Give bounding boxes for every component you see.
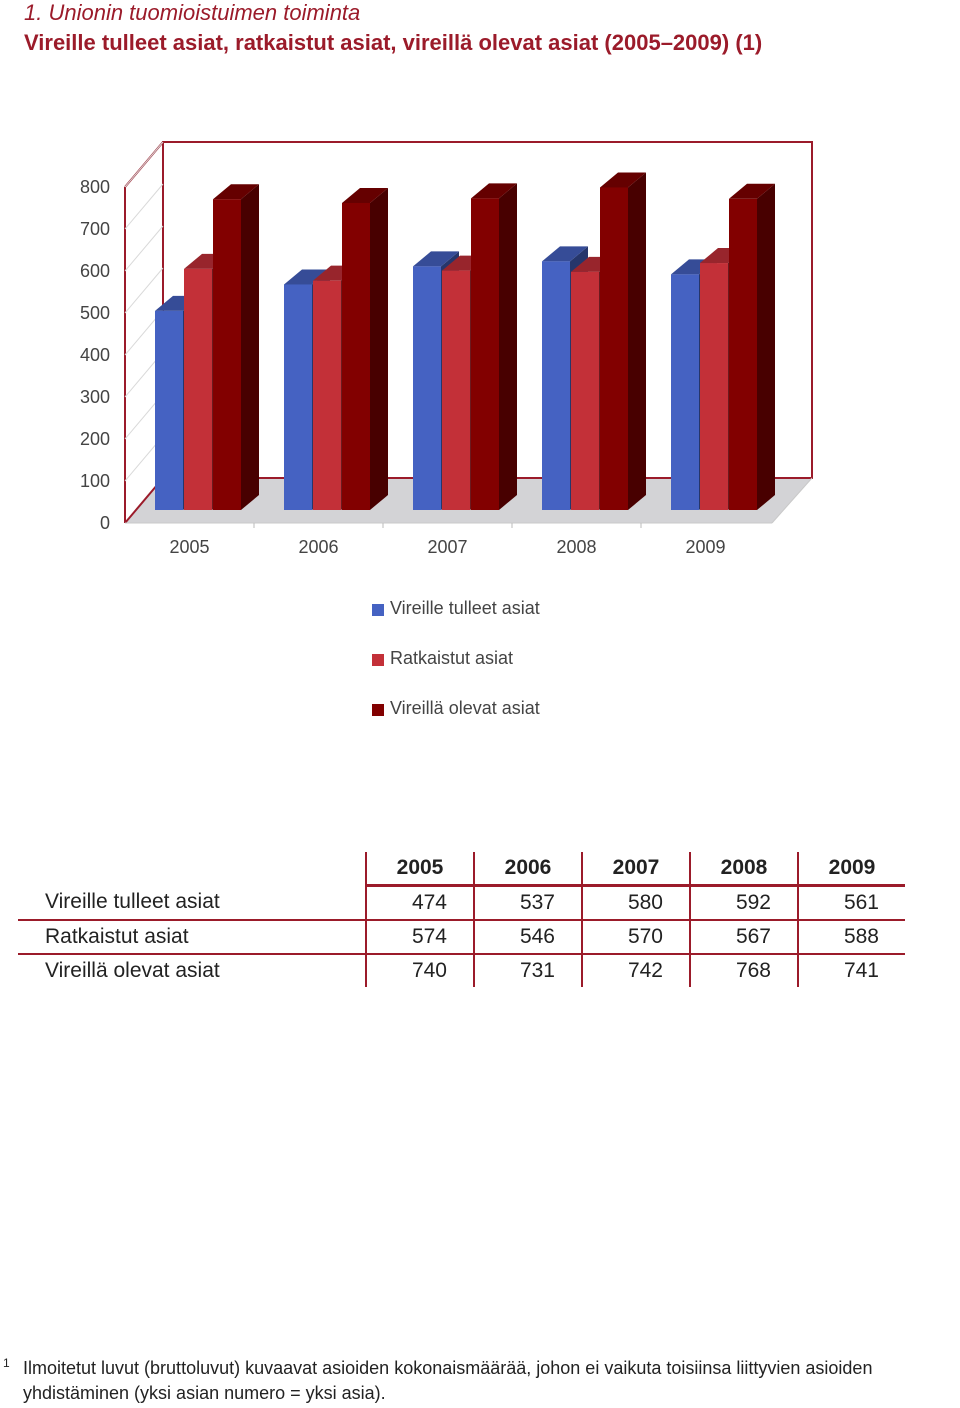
bar	[542, 261, 570, 510]
bar-side	[370, 187, 388, 510]
y-axis-ticks: 0 100 200 300 400 500 600 700 800	[80, 177, 110, 533]
footnote-text: Ilmoitetut luvut (bruttoluvut) kuvaavat …	[23, 1356, 872, 1406]
bar-top	[600, 172, 646, 188]
table-cell: 580	[581, 885, 690, 921]
bar-side	[241, 184, 259, 510]
table-cell: 741	[797, 954, 905, 987]
row-label: Ratkaistut asiat	[18, 920, 366, 955]
bar-side	[499, 183, 517, 511]
y-tick-label: 200	[80, 429, 110, 449]
bar	[313, 280, 341, 510]
row-label: Vireille tulleet asiat	[18, 885, 366, 921]
bar	[729, 198, 757, 510]
table-cell: 768	[689, 954, 798, 987]
bar-top	[471, 183, 517, 199]
table-row: Vireille tulleet asiat 474 537 580 592 5…	[18, 885, 905, 921]
bar	[342, 202, 370, 510]
floor-right-edge	[771, 477, 813, 524]
x-tick-label: 2006	[298, 537, 338, 557]
table-header-year: 2008	[689, 852, 798, 887]
chart-bars	[155, 172, 775, 511]
y-tick-label: 800	[80, 177, 110, 197]
x-tick-label: 2005	[169, 537, 209, 557]
bar-top	[342, 187, 388, 203]
table-header-year: 2006	[473, 852, 582, 887]
bar-side	[628, 172, 646, 510]
section-title: 1. Unionin tuomioistuimen toiminta	[24, 0, 361, 25]
legend-label: Vireille tulleet asiat	[390, 598, 540, 618]
x-axis-ticks: 2005 2006 2007 2008 2009	[169, 523, 726, 557]
table-cell: 561	[797, 885, 905, 921]
bar	[155, 310, 183, 510]
table-cell: 537	[473, 885, 582, 921]
x-tick-label: 2008	[556, 537, 596, 557]
table-cell: 546	[473, 920, 582, 955]
bar	[184, 268, 212, 510]
table-cell: 570	[581, 920, 690, 955]
table-cell: 731	[473, 954, 582, 987]
legend-swatch	[372, 654, 384, 666]
bar	[700, 263, 728, 510]
table-cell: 742	[581, 954, 690, 987]
data-table: 2005 2006 2007 2008 2009 Vireille tullee…	[18, 852, 905, 987]
table-cell: 588	[797, 920, 905, 955]
bar-side	[757, 183, 775, 510]
gridline-side	[124, 183, 164, 230]
table-row: Vireillä olevat asiat 740 731 742 768 74…	[18, 954, 905, 987]
row-label: Vireillä olevat asiat	[45, 959, 220, 982]
table-header-year: 2007	[581, 852, 690, 887]
table-header-year: 2009	[797, 852, 905, 887]
legend-label: Ratkaistut asiat	[390, 648, 514, 668]
footnote-line: yhdistäminen (yksi asian numero = yksi a…	[23, 1383, 386, 1403]
legend-swatch	[372, 704, 384, 716]
footnote-line: Ilmoitetut luvut (bruttoluvut) kuvaavat …	[23, 1358, 873, 1378]
bar-top	[413, 251, 459, 267]
y-tick-label: 0	[100, 513, 110, 533]
table-row: Ratkaistut asiat 574 546 570 567 588	[18, 920, 905, 955]
bar	[213, 199, 241, 510]
gridline-side	[124, 225, 164, 272]
bar-top	[213, 184, 259, 200]
bar-top	[542, 246, 588, 262]
y-tick-label: 500	[80, 303, 110, 323]
gridline-side	[124, 141, 164, 188]
table-cell: 592	[689, 885, 798, 921]
bar	[671, 274, 699, 510]
footnote-mark: 1	[3, 1356, 10, 1370]
table-cell: 740	[365, 954, 474, 987]
bar	[571, 271, 599, 510]
x-tick-label: 2009	[685, 537, 725, 557]
chart-title: Vireille tulleet asiat, ratkaistut asiat…	[24, 30, 763, 55]
table-cell: 567	[689, 920, 798, 955]
legend-label: Vireillä olevat asiat	[390, 698, 540, 718]
bar	[471, 198, 499, 511]
bar	[284, 284, 312, 510]
table-header-row: 2005 2006 2007 2008 2009	[18, 852, 905, 887]
table-header-year: 2005	[365, 852, 474, 887]
legend-swatch	[372, 604, 384, 616]
bar	[600, 187, 628, 510]
y-tick-label: 700	[80, 219, 110, 239]
table-cell: 474	[365, 885, 474, 921]
gridline-side	[124, 267, 164, 314]
table-corner	[18, 852, 366, 886]
bar	[442, 270, 470, 510]
y-tick-label: 600	[80, 261, 110, 281]
y-tick-label: 300	[80, 387, 110, 407]
bar-top	[284, 269, 330, 285]
y-tick-label: 400	[80, 345, 110, 365]
y-tick-label: 100	[80, 471, 110, 491]
bar	[413, 266, 441, 510]
table-cell: 574	[365, 920, 474, 955]
bar-top	[729, 183, 775, 199]
x-tick-label: 2007	[427, 537, 467, 557]
